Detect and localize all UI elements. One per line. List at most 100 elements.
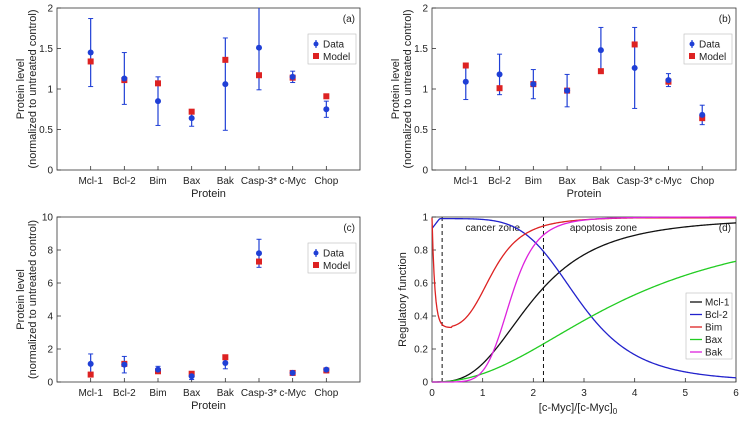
model-point xyxy=(631,41,638,48)
y-tick-label: 1.5 xyxy=(414,44,428,55)
legend-data-marker xyxy=(313,250,319,256)
model-point xyxy=(222,56,229,63)
model-point xyxy=(188,108,195,115)
data-point xyxy=(289,369,296,376)
legend-data-label: Data xyxy=(323,40,345,51)
x-axis-label: Protein xyxy=(567,188,602,200)
data-point xyxy=(188,373,195,380)
data-point xyxy=(188,115,195,122)
y-tick-label: 2 xyxy=(422,4,428,15)
y-axis-label-line2: (normalized to untreated control) xyxy=(27,10,39,169)
model-point xyxy=(597,68,604,75)
model-point xyxy=(462,62,469,69)
panel-label: (b) xyxy=(719,14,731,25)
panel-label: (d) xyxy=(719,223,731,234)
x-tick-label: 5 xyxy=(683,388,689,399)
x-tick-label: Bax xyxy=(183,388,200,399)
x-tick-label: Chop xyxy=(314,388,338,399)
apoptosis-zone-label: apoptosis zone xyxy=(570,223,638,234)
model-point xyxy=(256,258,262,265)
x-tick-label: c-Myc xyxy=(279,176,306,187)
data-point xyxy=(665,77,672,84)
data-point xyxy=(530,81,537,88)
x-tick-label: Bcl-2 xyxy=(113,176,136,187)
x-tick-label: c-Myc xyxy=(655,176,682,187)
panel-c: 0 2 4 6 8 10 Mcl-1 Bcl-2 Bim Bax Bak Casp-3* c-Myc Ch… xyxy=(15,213,361,412)
x-tick-label: Chop xyxy=(690,176,714,187)
x-tick-label: 0 xyxy=(429,388,435,399)
x-tick-label: Casp-3* xyxy=(241,176,277,187)
data-point xyxy=(87,360,94,367)
data-point xyxy=(155,98,161,105)
legend-data-marker xyxy=(689,41,695,47)
plot-frame xyxy=(56,216,361,383)
cancer-zone-label: cancer zone xyxy=(466,223,521,234)
model-point xyxy=(496,85,503,92)
y-tick-label: 1.5 xyxy=(39,44,53,55)
data-point xyxy=(222,360,229,367)
y-tick-label: 0.4 xyxy=(414,312,428,323)
panel-d: 00.20.40.60.810 1 2 3 4 5 6[c-Myc]/[c-Myc]0Reg… xyxy=(397,213,739,417)
y-tick-label: 0.6 xyxy=(414,279,428,290)
x-tick-label: Bak xyxy=(217,388,235,399)
x-tick-label: Bim xyxy=(149,176,166,187)
x-tick-label: Mcl-1 xyxy=(78,176,103,187)
panel-label: (c) xyxy=(343,223,355,234)
y-tick-label: 2 xyxy=(47,4,53,15)
legend-data-marker xyxy=(313,41,319,47)
model-point xyxy=(155,80,161,87)
x-tick-label: Bim xyxy=(149,388,166,399)
x-axis-label: Protein xyxy=(191,188,226,200)
y-axis-label-line1: Protein level xyxy=(15,59,27,120)
x-tick-label: Mcl-1 xyxy=(78,388,103,399)
legend-data-label: Data xyxy=(323,249,345,260)
legend-model-label: Model xyxy=(323,52,350,63)
legend-model-marker xyxy=(313,262,319,268)
x-axis-label-main: [c-Myc]/[c-Myc] xyxy=(539,402,613,414)
x-tick-label: Casp-3* xyxy=(241,388,277,399)
y-tick-label: 0.5 xyxy=(414,125,428,136)
y-axis-label: Regulatory function xyxy=(397,252,409,347)
x-tick-label: Mcl-1 xyxy=(454,176,479,187)
curve-bax xyxy=(432,260,737,383)
model-point xyxy=(87,58,94,65)
curve-bak xyxy=(432,216,736,383)
x-tick-label: Bak xyxy=(217,176,235,187)
legend-label: Mcl-1 xyxy=(705,298,730,309)
data-point xyxy=(289,73,296,80)
y-tick-label: 1 xyxy=(422,85,428,96)
data-point xyxy=(256,250,262,257)
legend-label: Bak xyxy=(705,348,723,359)
x-tick-label: Bcl-2 xyxy=(488,176,511,187)
x-tick-label: 4 xyxy=(632,388,638,399)
y-tick-label: 2 xyxy=(47,345,53,356)
y-tick-label: 0 xyxy=(422,378,428,389)
data-point xyxy=(564,87,571,94)
y-tick-label: 1 xyxy=(422,213,428,224)
x-tick-label: Bcl-2 xyxy=(113,388,136,399)
y-tick-label: 0.8 xyxy=(414,246,428,257)
curve-bcl-2 xyxy=(431,218,737,379)
x-axis-label: [c-Myc]/[c-Myc]0 xyxy=(539,402,618,416)
data-point xyxy=(323,106,330,113)
y-tick-label: 0 xyxy=(47,378,53,389)
legend-label: Bax xyxy=(705,335,722,346)
x-tick-label: Chop xyxy=(314,176,338,187)
panel-b: 0 0.5 1 1.5 2 Mcl-1 Bcl-2 Bim Bax Bak Casp-3* c-Myc… xyxy=(390,4,737,200)
data-point xyxy=(87,49,94,56)
data-point xyxy=(222,81,229,88)
legend-label: Bcl-2 xyxy=(705,310,728,321)
x-tick-label: Bim xyxy=(525,176,542,187)
y-tick-label: 10 xyxy=(42,213,54,224)
panel-a: 0 0.5 1 1.5 2 Mcl-1 Bcl-2 Bim Bax Bak Casp-3* c-Myc… xyxy=(15,4,361,200)
x-tick-label: c-Myc xyxy=(279,388,306,399)
model-point xyxy=(87,371,94,378)
data-point xyxy=(597,47,604,54)
legend-box xyxy=(685,292,733,360)
y-axis-label-line1: Protein level xyxy=(15,269,27,330)
legend-model-marker xyxy=(689,53,695,59)
x-tick-label: 3 xyxy=(581,388,587,399)
